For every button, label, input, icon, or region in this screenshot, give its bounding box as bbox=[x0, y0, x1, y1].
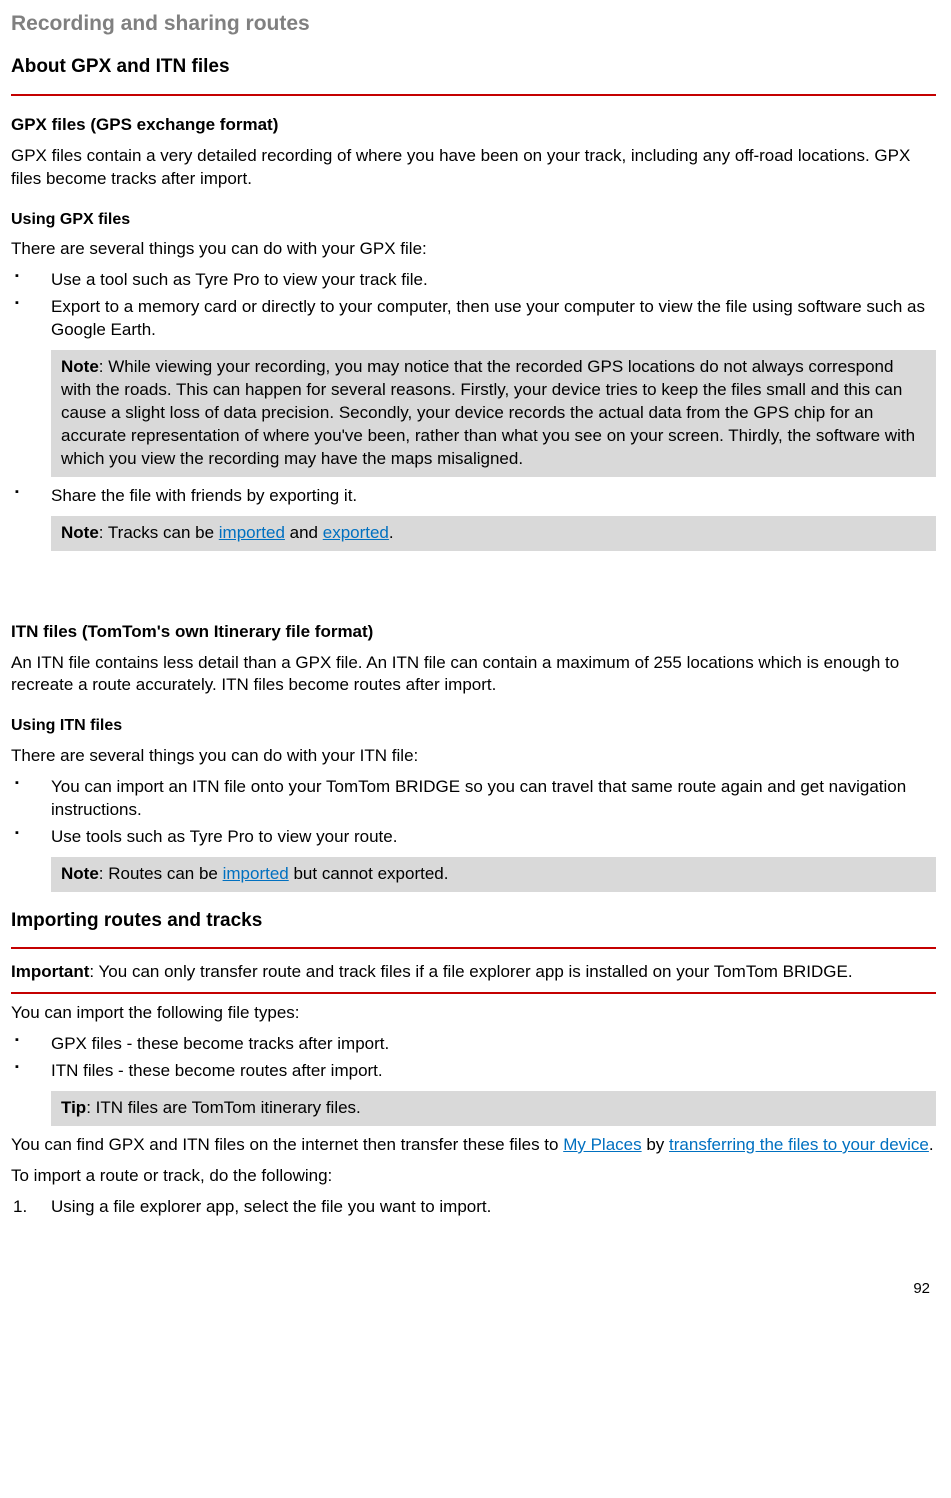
note-text: : Tracks can be bbox=[99, 523, 219, 542]
note-label: Note bbox=[61, 864, 99, 883]
heading-rule bbox=[11, 947, 936, 949]
import-steps: Using a file explorer app, select the fi… bbox=[11, 1196, 936, 1219]
text: . bbox=[929, 1135, 934, 1154]
list-item: ITN files - these become routes after im… bbox=[11, 1060, 936, 1083]
section-title: Recording and sharing routes bbox=[11, 10, 936, 38]
heading-rule bbox=[11, 992, 936, 994]
gpx-bullet-list-2: Share the file with friends by exporting… bbox=[11, 485, 936, 508]
heading-importing: Importing routes and tracks bbox=[11, 908, 936, 934]
important-text: : You can only transfer route and track … bbox=[89, 962, 852, 981]
tip-label: Tip bbox=[61, 1098, 86, 1117]
paragraph-import-intro: You can import the following file types: bbox=[11, 1002, 936, 1025]
import-bullet-list: GPX files - these become tracks after im… bbox=[11, 1033, 936, 1083]
paragraph-using-gpx-intro: There are several things you can do with… bbox=[11, 238, 936, 261]
link-imported[interactable]: imported bbox=[219, 523, 285, 542]
note-text: and bbox=[285, 523, 323, 542]
note-label: Note bbox=[61, 357, 99, 376]
heading-about-gpx-itn: About GPX and ITN files bbox=[11, 54, 936, 80]
note-text: : While viewing your recording, you may … bbox=[61, 357, 915, 468]
tip-text: : ITN files are TomTom itinerary files. bbox=[86, 1098, 361, 1117]
gpx-bullet-list: Use a tool such as Tyre Pro to view your… bbox=[11, 269, 936, 342]
link-transferring[interactable]: transferring the files to your device bbox=[669, 1135, 929, 1154]
link-imported[interactable]: imported bbox=[223, 864, 289, 883]
page-number: 92 bbox=[11, 1279, 936, 1299]
step-item: Using a file explorer app, select the fi… bbox=[11, 1196, 936, 1219]
list-item: Export to a memory card or directly to y… bbox=[11, 296, 936, 342]
note-box: Note: Routes can be imported but cannot … bbox=[51, 857, 936, 892]
list-item: GPX files - these become tracks after im… bbox=[11, 1033, 936, 1056]
note-box: Note: Tracks can be imported and exporte… bbox=[51, 516, 936, 551]
list-item: You can import an ITN file onto your Tom… bbox=[11, 776, 936, 822]
paragraph-using-itn-intro: There are several things you can do with… bbox=[11, 745, 936, 768]
paragraph-itn-desc: An ITN file contains less detail than a … bbox=[11, 652, 936, 698]
note-label: Note bbox=[61, 523, 99, 542]
paragraph-find-files: You can find GPX and ITN files on the in… bbox=[11, 1134, 936, 1157]
important-label: Important bbox=[11, 962, 89, 981]
heading-gpx-format: GPX files (GPS exchange format) bbox=[11, 114, 936, 137]
heading-itn-format: ITN files (TomTom's own Itinerary file f… bbox=[11, 621, 936, 644]
heading-using-gpx: Using GPX files bbox=[11, 209, 936, 231]
tip-box: Tip: ITN files are TomTom itinerary file… bbox=[51, 1091, 936, 1126]
note-box: Note: While viewing your recording, you … bbox=[51, 350, 936, 477]
link-exported[interactable]: exported bbox=[323, 523, 389, 542]
itn-bullet-list: You can import an ITN file onto your Tom… bbox=[11, 776, 936, 849]
paragraph-gpx-desc: GPX files contain a very detailed record… bbox=[11, 145, 936, 191]
link-my-places[interactable]: My Places bbox=[563, 1135, 641, 1154]
note-text: . bbox=[389, 523, 394, 542]
heading-rule bbox=[11, 94, 936, 96]
list-item: Share the file with friends by exporting… bbox=[11, 485, 936, 508]
text: You can find GPX and ITN files on the in… bbox=[11, 1135, 563, 1154]
text: by bbox=[642, 1135, 669, 1154]
important-box: Important: You can only transfer route a… bbox=[11, 955, 936, 990]
note-text: but cannot exported. bbox=[289, 864, 449, 883]
heading-using-itn: Using ITN files bbox=[11, 715, 936, 737]
list-item: Use a tool such as Tyre Pro to view your… bbox=[11, 269, 936, 292]
list-item: Use tools such as Tyre Pro to view your … bbox=[11, 826, 936, 849]
note-text: : Routes can be bbox=[99, 864, 223, 883]
paragraph-to-import: To import a route or track, do the follo… bbox=[11, 1165, 936, 1188]
